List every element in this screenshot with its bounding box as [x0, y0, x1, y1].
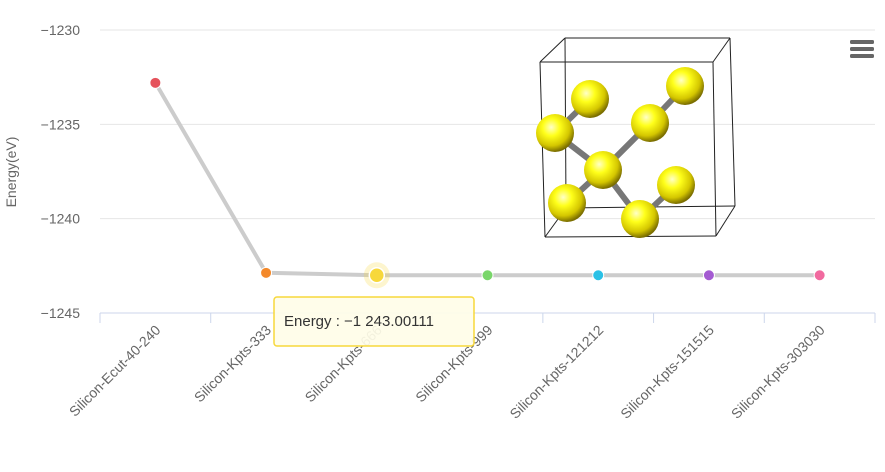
x-tick-label: Silicon-Kpts-333: [191, 322, 275, 406]
tooltip-label: Energy : −1 243.00111: [284, 313, 434, 330]
x-tick-label: Silicon-Ecut-40-240: [66, 322, 164, 420]
data-point[interactable]: [149, 76, 162, 89]
hamburger-menu-icon[interactable]: [848, 38, 874, 62]
data-point[interactable]: [813, 269, 826, 282]
y-tick-label: −1235: [41, 116, 81, 132]
y-tick-label: −1240: [41, 211, 81, 227]
data-point[interactable]: [702, 269, 715, 282]
y-tick-label: −1230: [41, 22, 81, 38]
silicon-crystal-structure-icon: [536, 37, 736, 238]
data-point[interactable]: [481, 269, 494, 282]
x-tick-label: Silicon-Kpts-303030: [728, 322, 828, 422]
energy-series: [153, 80, 822, 278]
tooltip: Energy : −1 243.00111: [273, 296, 475, 347]
x-tick-label: Silicon-Kpts-121212: [506, 322, 606, 422]
y-axis-title: Energy(eV): [3, 137, 19, 208]
y-tick-label: −1245: [41, 305, 81, 321]
data-point[interactable]: [260, 266, 273, 279]
data-points: [149, 76, 826, 289]
data-point[interactable]: [592, 269, 605, 282]
series-line: [153, 80, 822, 278]
tooltip-box: [273, 296, 475, 347]
data-point[interactable]: [368, 267, 386, 284]
x-tick-label: Silicon-Kpts-151515: [617, 322, 717, 422]
grid-lines: [100, 29, 875, 314]
